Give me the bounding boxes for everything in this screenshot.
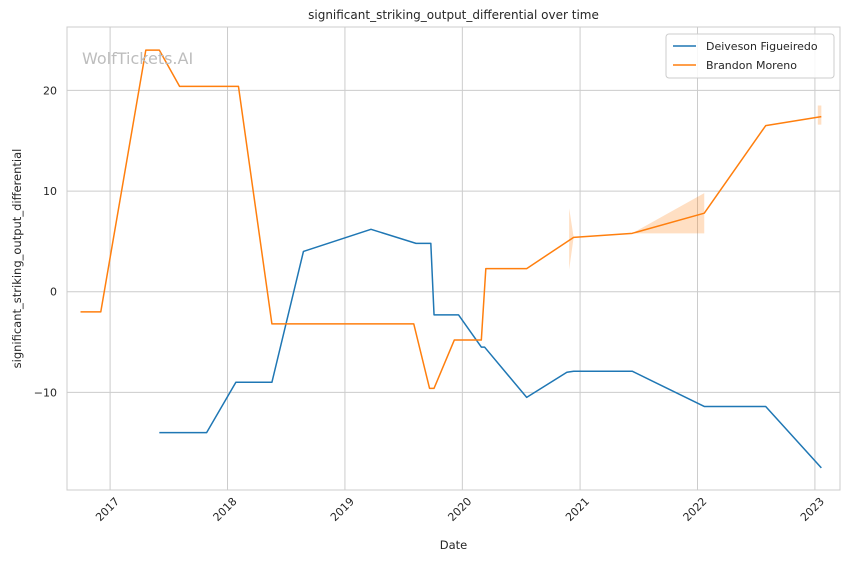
watermark: WolfTickets.AI [82,49,193,68]
legend: Deiveson Figueiredo Brandon Moreno [665,33,835,79]
x-axis-label: Date [440,538,468,552]
y-tick-label: −10 [34,386,57,399]
legend-label: Deiveson Figueiredo [706,40,818,53]
legend-box [665,33,835,79]
y-tick-label: 20 [43,84,57,97]
series-line-0 [159,228,822,469]
y-tick-label: 10 [43,185,57,198]
series-line-1 [80,49,822,390]
plot-frame [66,26,841,491]
chart-title: significant_striking_output_differential… [308,8,599,22]
confidence-band [632,193,705,234]
y-axis-label: significant_striking_output_differential [10,149,24,369]
confidence-band [817,105,822,125]
y-tick-label: 0 [50,286,57,299]
legend-label: Brandon Moreno [706,59,797,72]
